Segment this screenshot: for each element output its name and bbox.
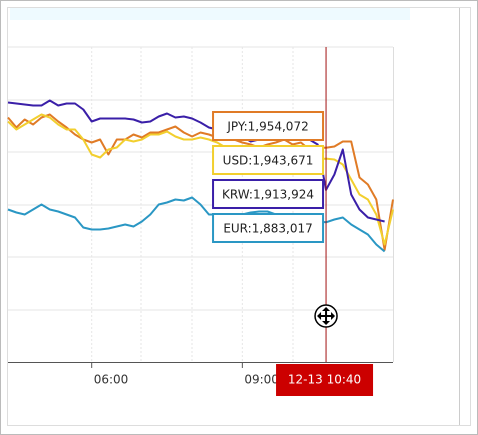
tooltip-box [212, 111, 325, 141]
x-tick-label: 06:00 [94, 373, 129, 387]
top-bar [10, 8, 410, 20]
cursor-arrows [317, 307, 336, 325]
x-tick-label: 09:00 [244, 373, 279, 387]
tooltip-box [212, 179, 325, 209]
line-series [7, 113, 394, 246]
tooltip-box [212, 213, 325, 243]
line-series [7, 113, 394, 251]
tooltip-label: EUR:1,883,017 [223, 222, 312, 236]
tooltip-box [212, 145, 325, 175]
tooltip-label: JPY:1,954,072 [226, 120, 308, 134]
tooltip-label: USD:1,943,671 [223, 154, 314, 168]
tooltip-label: KRW:1,913,924 [222, 188, 314, 202]
move-cursor [314, 304, 338, 328]
crosshair-label: 12-13 10:40 [288, 373, 361, 387]
crosshair-label-box [276, 364, 374, 396]
overlay: JPY:1,954,072 USD:1,943,671 KRW:1,913,924 E… [212, 111, 325, 243]
